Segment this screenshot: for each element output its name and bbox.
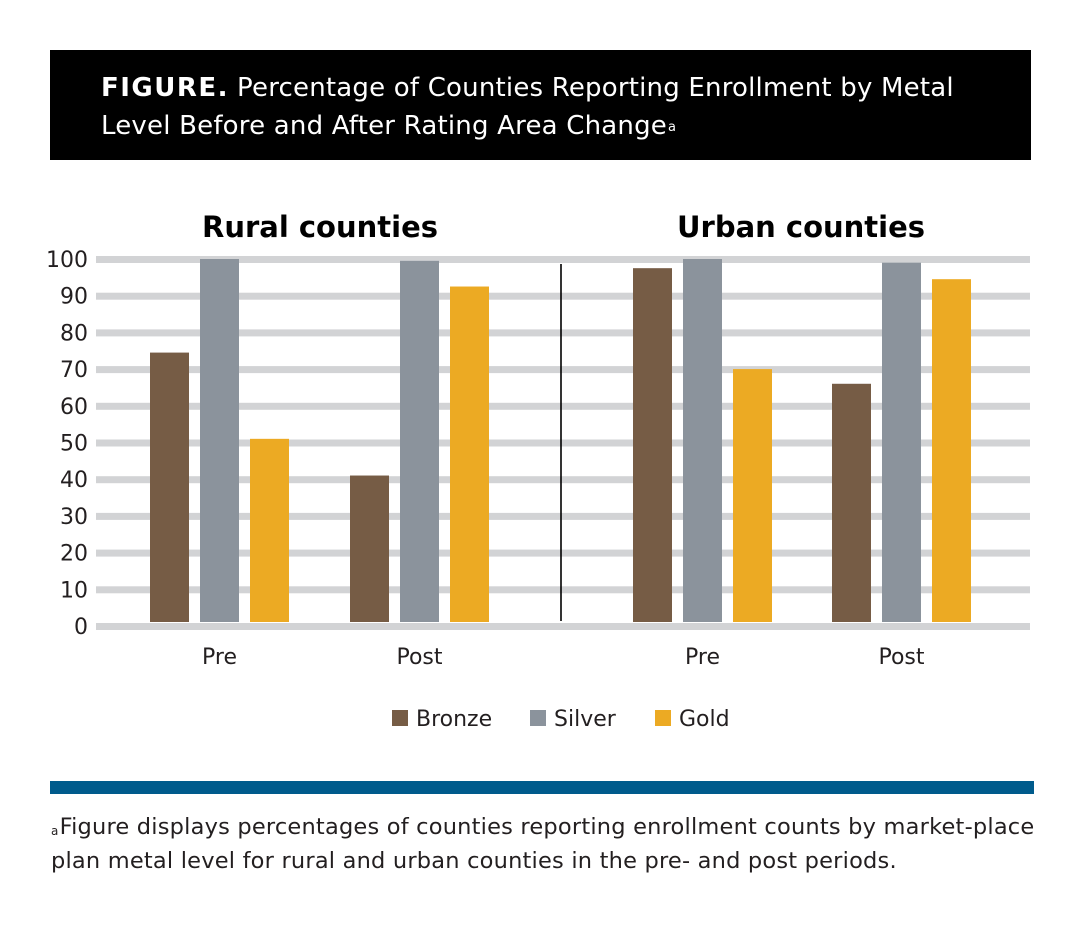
bar-1-pre-silver [683, 259, 722, 622]
bar-1-post-bronze [832, 383, 871, 622]
gridline-70 [96, 366, 1030, 374]
footnote: aFigure displays percentages of counties… [51, 810, 1041, 878]
legend-swatch-bronze [392, 710, 408, 726]
gridline-20 [96, 549, 1030, 557]
bar-0-post-silver [400, 260, 439, 622]
gridline-90 [96, 292, 1030, 300]
gridline-50 [96, 439, 1030, 447]
gridline-30 [96, 512, 1030, 520]
x-category-label-0-1: Post [396, 645, 442, 670]
figure-title: FIGURE. Percentage of Counties Reporting … [101, 69, 1001, 145]
x-category-label-1-0: Pre [685, 645, 720, 670]
y-tick-label-80: 80 [60, 321, 88, 346]
legend-label-silver: Silver [554, 707, 617, 732]
legend-swatch-silver [530, 710, 546, 726]
y-tick-label-30: 30 [60, 505, 88, 530]
y-tick-label-0: 0 [74, 615, 88, 640]
y-tick-label-60: 60 [60, 395, 88, 420]
gridline-80 [96, 329, 1030, 337]
figure-tag: FIGURE. [101, 73, 230, 103]
gridline-0 [96, 623, 1030, 630]
accent-divider [50, 781, 1034, 794]
bar-1-post-gold [932, 279, 971, 622]
y-tick-label-40: 40 [60, 468, 88, 493]
legend-label-bronze: Bronze [416, 707, 492, 732]
x-category-label-1-1: Post [878, 645, 924, 670]
figure-banner: FIGURE. Percentage of Counties Reporting … [50, 50, 1031, 160]
y-tick-label-100: 100 [46, 248, 88, 273]
bar-0-pre-silver [200, 259, 239, 622]
bar-0-post-bronze [350, 475, 389, 622]
panel-title-1: Urban counties [677, 210, 925, 244]
bar-1-pre-bronze [633, 268, 672, 622]
y-tick-label-90: 90 [60, 285, 88, 310]
footnote-marker: a [51, 824, 59, 838]
gridline-10 [96, 586, 1030, 594]
bar-chart: 0 10 20 30 40 50 60 70 80 90 100 Rural counties Pre P… [46, 210, 1030, 732]
figure-title-marker: a [667, 120, 677, 135]
y-tick-label-10: 10 [60, 578, 88, 603]
bar-0-pre-gold [250, 438, 289, 622]
gridline-60 [96, 402, 1030, 410]
legend-label-gold: Gold [679, 707, 730, 732]
footnote-text: Figure displays percentages of counties … [51, 814, 1035, 874]
panel-title-0: Rural counties [202, 210, 438, 244]
y-tick-label-70: 70 [60, 358, 88, 383]
y-tick-label-50: 50 [60, 432, 88, 457]
figure-title-text: Percentage of Counties Reporting Enrollm… [101, 73, 954, 141]
bar-0-post-gold [450, 286, 489, 622]
gridline-40 [96, 476, 1030, 484]
x-category-label-0-0: Pre [202, 645, 237, 670]
bar-1-post-silver [882, 262, 921, 622]
legend-swatch-gold [655, 710, 671, 726]
bar-1-pre-gold [733, 369, 772, 622]
y-tick-label-20: 20 [60, 542, 88, 567]
bar-0-pre-bronze [150, 352, 189, 622]
gridline-100 [96, 256, 1030, 263]
